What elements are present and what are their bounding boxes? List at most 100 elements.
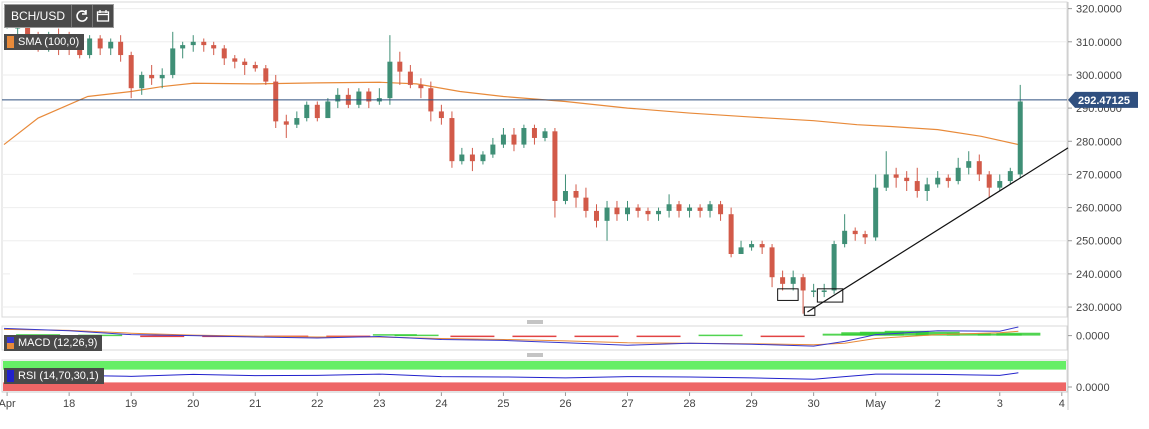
macd-histogram-bar <box>915 331 960 336</box>
candle-up <box>387 61 393 99</box>
candle-down <box>211 45 217 49</box>
candle-down <box>252 65 258 69</box>
candle-down <box>914 181 920 191</box>
price-tick-label: 320.0000 <box>1076 4 1122 16</box>
candle-down <box>201 41 207 46</box>
candle-up <box>656 210 662 215</box>
candle-down <box>449 118 455 162</box>
candle-up <box>159 74 165 79</box>
time-tick-label: 2 <box>935 398 941 410</box>
time-tick-label: 21 <box>249 398 261 410</box>
symbol-label[interactable]: BCH/USD <box>5 5 73 27</box>
macd-line <box>3 326 1019 347</box>
macd-legend-label: MACD (12,26,9) <box>18 337 98 349</box>
candle-up <box>459 154 465 162</box>
macd-histogram-bar <box>140 335 185 338</box>
macd-pane: 0.0000 <box>1 325 1110 351</box>
candle-up <box>935 177 941 185</box>
sma-swatch <box>7 36 14 48</box>
macd-histogram-bar <box>326 335 371 338</box>
current-price-flag <box>1068 91 1138 108</box>
candle-up <box>325 101 331 119</box>
candle-down <box>407 71 413 85</box>
candle-up <box>562 191 568 201</box>
candle-down <box>718 204 724 215</box>
rsi-swatch <box>7 370 14 382</box>
candle-up <box>924 184 930 191</box>
candle-down <box>314 104 320 119</box>
candle-up <box>1017 101 1023 175</box>
candle-down <box>469 154 475 162</box>
candle-down <box>283 121 289 125</box>
price-tick-label: 280.0000 <box>1076 136 1122 148</box>
rsi-line <box>3 372 1019 380</box>
candle-down <box>242 61 248 65</box>
sma-line <box>3 81 1019 146</box>
time-tick-label: 28 <box>683 398 695 410</box>
candle-down <box>862 234 868 238</box>
candle-down <box>273 81 279 122</box>
annotation-box <box>816 288 844 303</box>
candle-up <box>666 204 672 211</box>
annotation-box <box>803 306 816 316</box>
candle-up <box>335 94 341 102</box>
candle-up <box>687 207 693 211</box>
candle-up <box>1007 171 1013 182</box>
candle-up <box>542 131 548 138</box>
sma-legend[interactable]: SMA (100,0) <box>4 34 85 50</box>
candle-up <box>139 74 145 89</box>
price-tick-label: 270.0000 <box>1076 169 1122 181</box>
time-tick-label: 24 <box>435 398 447 410</box>
candle-down <box>852 230 858 235</box>
candle-down <box>25 21 31 36</box>
candle-down <box>438 111 444 119</box>
macd-histogram-bar <box>450 335 495 338</box>
candle-down <box>635 207 641 211</box>
macd-histogram-bar <box>512 335 557 338</box>
calendar-icon[interactable] <box>93 5 113 27</box>
candle-down <box>904 177 910 182</box>
candle-up <box>883 174 889 188</box>
candle-down <box>645 210 651 215</box>
candle-down <box>531 128 537 138</box>
candle-down <box>232 58 238 62</box>
time-tick-label: 23 <box>373 398 385 410</box>
candle-up <box>821 290 827 292</box>
refresh-icon[interactable] <box>72 5 94 27</box>
candle-up <box>190 41 196 46</box>
candle-down <box>573 191 579 198</box>
candle-up <box>87 38 93 56</box>
candle-up <box>294 118 300 125</box>
macd-histogram-bar <box>394 334 439 337</box>
time-axis: Apr 18 19 20 21 22 23 24 25 26 27 28 29 30 May 2 3 4 <box>0 391 1068 410</box>
candle-down <box>769 247 775 278</box>
candle-down <box>676 204 682 211</box>
time-tick-label: 29 <box>745 398 757 410</box>
time-tick-label: 26 <box>559 398 571 410</box>
price-tick-label: 240.0000 <box>1076 269 1122 281</box>
candle-down <box>118 41 124 56</box>
price-tick-label: 310.0000 <box>1076 37 1122 49</box>
macd-histogram-bar <box>996 332 1041 336</box>
candle-up <box>707 204 713 211</box>
macd-legend[interactable]: MACD (12,26,9) <box>4 335 103 351</box>
current-price-label: 292.47125 <box>1078 95 1130 107</box>
candle-down <box>418 84 424 89</box>
candle-down <box>759 244 765 248</box>
macd-histogram-bar <box>946 333 991 336</box>
annotation-box <box>777 288 799 301</box>
rsi-overbought-band <box>3 361 1066 370</box>
rsi-legend-label: RSI (14,70,30,1) <box>18 370 99 382</box>
symbol-toolbar: BCH/USD <box>4 4 115 28</box>
candle-down <box>583 197 589 211</box>
price-tick-label: 250.0000 <box>1076 236 1122 248</box>
candle-up <box>955 167 961 182</box>
candle-down <box>149 74 155 79</box>
price-tick-label: 300.0000 <box>1076 70 1122 82</box>
candle-down <box>77 48 83 56</box>
rsi-legend[interactable]: RSI (14,70,30,1) <box>4 368 104 384</box>
candle-down <box>780 277 786 284</box>
macd-tick-label: 0.0000 <box>1076 331 1110 343</box>
candle-up <box>356 91 362 105</box>
